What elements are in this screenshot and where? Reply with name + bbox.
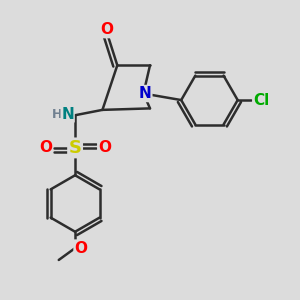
Text: N: N: [61, 107, 74, 122]
Text: N: N: [139, 86, 151, 101]
Text: O: O: [74, 241, 88, 256]
Text: O: O: [98, 140, 111, 155]
Text: O: O: [100, 22, 113, 37]
Text: O: O: [39, 140, 52, 155]
Text: Cl: Cl: [253, 93, 270, 108]
Text: H: H: [52, 108, 62, 121]
Text: S: S: [69, 139, 82, 157]
